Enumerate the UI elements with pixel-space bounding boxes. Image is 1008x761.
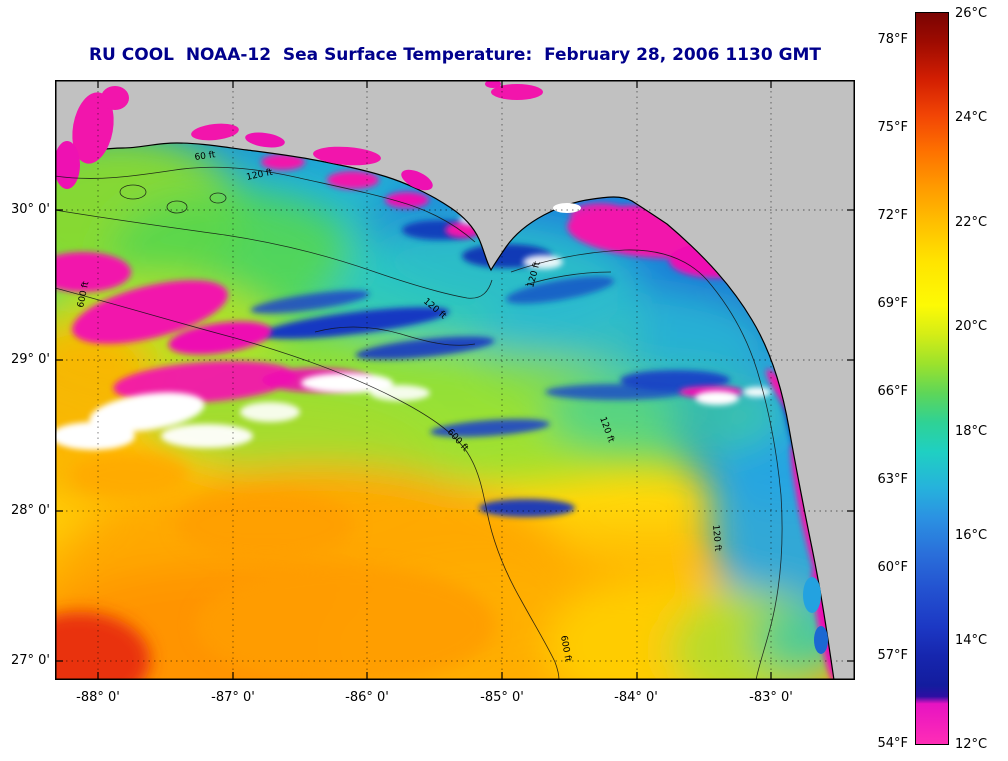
colorbar-c-label: 14°C <box>955 633 988 648</box>
sea-mesoscale-layer <box>55 450 495 680</box>
y-tick-label: 28° 0' <box>10 503 50 518</box>
y-tick-label: 29° 0' <box>10 352 50 367</box>
x-tick-label: -88° 0' <box>76 690 120 705</box>
colorbar-f-label: 78°F <box>877 32 908 47</box>
y-tick-label: 27° 0' <box>10 653 50 668</box>
colorbar-c-label: 12°C <box>955 737 988 752</box>
colorbar-f-label: 72°F <box>877 208 908 223</box>
colorbar-c-label: 22°C <box>955 215 988 230</box>
sst-map: 120 ft 120 ft 120 ft 120 ft 120 ft 600 f… <box>55 80 855 680</box>
land-mass <box>55 80 855 680</box>
colorbar-c-label: 26°C <box>955 6 988 21</box>
axis-ticks <box>55 80 855 680</box>
colorbar-f-label: 57°F <box>877 648 908 663</box>
contour-label: 600 ft <box>558 635 573 663</box>
colorbar-f-label: 63°F <box>877 472 908 487</box>
colorbar-c-label: 20°C <box>955 319 988 334</box>
x-tick-label: -87° 0' <box>211 690 255 705</box>
colorbar-gradient <box>915 12 949 745</box>
colorbar-f-label: 54°F <box>877 736 908 751</box>
contour-label: 120 ft <box>710 524 722 552</box>
contour-label: 60 ft <box>194 150 217 163</box>
colorbar-f-label: 60°F <box>877 560 908 575</box>
axes-frame <box>55 80 855 680</box>
y-tick-label: 30° 0' <box>10 202 50 217</box>
page-title: RU COOL NOAA-12 Sea Surface Temperature:… <box>88 45 822 65</box>
graticule <box>55 80 855 680</box>
x-tick-label: -84° 0' <box>614 690 658 705</box>
bay-layer <box>55 80 828 654</box>
colorbar-c-label: 16°C <box>955 528 988 543</box>
bathymetry-contours <box>55 166 783 680</box>
cloud-layer <box>55 215 771 450</box>
x-tick-label: -83° 0' <box>749 690 793 705</box>
colorbar-f-label: 69°F <box>877 296 908 311</box>
colorbar-c-label: 18°C <box>955 424 988 439</box>
colorbar-f-label: 66°F <box>877 384 908 399</box>
colorbar-c-label: 24°C <box>955 110 988 125</box>
x-tick-label: -85° 0' <box>480 690 524 705</box>
x-tick-label: -86° 0' <box>345 690 389 705</box>
map-canvas: 120 ft 120 ft 120 ft 120 ft 120 ft 600 f… <box>55 80 855 680</box>
colorbar-f-label: 75°F <box>877 120 908 135</box>
